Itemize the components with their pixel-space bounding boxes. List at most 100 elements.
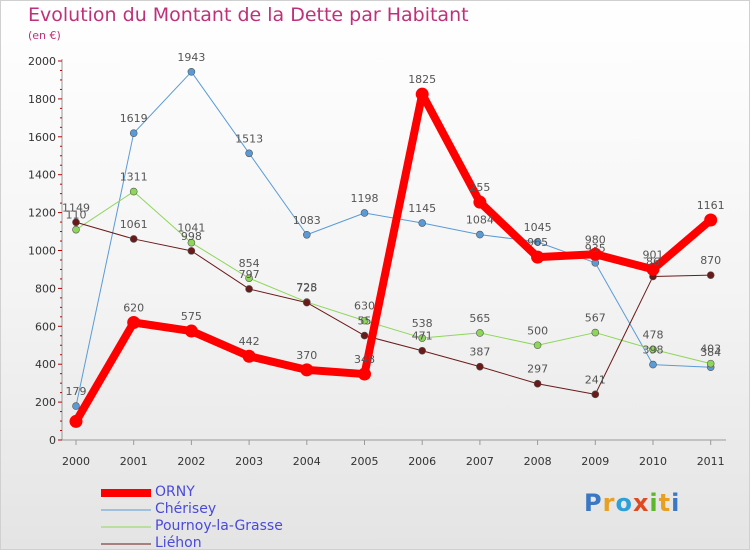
legend-label: ORNY <box>155 484 195 500</box>
data-point <box>473 195 487 209</box>
data-point <box>129 235 138 243</box>
data-point <box>300 363 314 377</box>
x-tick-label: 2004 <box>293 455 321 468</box>
data-point <box>476 329 484 337</box>
x-tick-label: 2011 <box>697 455 725 468</box>
data-label: 538 <box>412 317 433 330</box>
data-point <box>706 271 715 279</box>
data-label: 179 <box>66 385 87 398</box>
y-tick-label: 1600 <box>28 131 56 144</box>
data-point <box>184 324 198 338</box>
data-point <box>187 68 196 76</box>
data-label: 1198 <box>351 192 379 205</box>
data-label: 1145 <box>408 202 436 215</box>
data-point <box>646 262 660 276</box>
data-label: 1045 <box>524 221 552 234</box>
x-tick-label: 2001 <box>120 455 148 468</box>
data-label: 55 <box>358 315 372 328</box>
data-point <box>418 346 427 355</box>
legend-swatch <box>101 543 151 544</box>
data-label: 500 <box>527 324 548 337</box>
data-point <box>649 360 657 369</box>
data-label: 728 <box>296 281 317 294</box>
data-point <box>358 367 371 381</box>
logo-letter: x <box>632 489 650 517</box>
data-point <box>418 334 427 342</box>
data-label: 478 <box>643 328 664 341</box>
data-point <box>418 219 427 227</box>
data-label: 297 <box>527 363 548 376</box>
data-label: 630 <box>354 300 375 313</box>
data-label: 567 <box>585 312 606 325</box>
data-label: 86 <box>646 255 660 268</box>
logo-letter: i <box>671 489 681 517</box>
data-point <box>476 230 484 239</box>
data-point <box>704 213 718 227</box>
data-label: 1619 <box>120 112 148 125</box>
data-point <box>302 230 311 239</box>
data-label: 1061 <box>120 218 148 231</box>
data-label: 398 <box>643 344 664 357</box>
data-point <box>360 209 369 217</box>
x-tick-label: 2006 <box>408 455 436 468</box>
data-label: 565 <box>469 312 490 325</box>
data-label: 901 <box>643 248 664 261</box>
data-point <box>360 331 369 340</box>
data-point <box>533 341 542 350</box>
logo-letter: t <box>658 489 672 517</box>
legend-swatch <box>101 488 151 497</box>
data-point <box>245 274 253 282</box>
data-point <box>360 316 369 325</box>
x-tick-label: 2002 <box>177 455 205 468</box>
y-tick-label: 800 <box>35 282 56 295</box>
data-label: 725 <box>296 282 317 295</box>
data-label: 1825 <box>408 73 436 86</box>
data-label: 1084 <box>466 214 494 227</box>
data-label: 980 <box>585 233 606 246</box>
x-tick-label: 2010 <box>639 455 667 468</box>
legend-swatch <box>101 526 151 527</box>
data-point <box>588 247 602 261</box>
data-point <box>649 345 657 354</box>
data-point <box>72 402 80 410</box>
data-label: 370 <box>296 349 317 362</box>
logo-letter: o <box>615 489 633 517</box>
y-tick-label: 1400 <box>28 169 56 182</box>
data-point <box>531 250 545 264</box>
data-point <box>591 390 600 399</box>
y-tick-label: 1200 <box>28 207 56 220</box>
data-point <box>242 349 256 363</box>
proxiti-logo: Proxiti <box>584 489 680 517</box>
data-label: 1311 <box>120 171 148 184</box>
series-line-pournoy-la-grasse <box>75 191 712 365</box>
legend-label: Chérisey <box>155 501 217 517</box>
data-point <box>245 149 253 158</box>
data-point <box>302 298 311 307</box>
data-point <box>72 225 80 234</box>
data-label: 255 <box>469 181 490 194</box>
data-label: 348 <box>354 353 375 366</box>
data-point <box>72 218 80 227</box>
y-tick-label: 1000 <box>28 245 56 258</box>
series-line-orny <box>72 90 715 426</box>
data-label: 1161 <box>697 199 725 212</box>
data-point <box>127 316 141 330</box>
y-tick-label: 600 <box>35 320 56 333</box>
data-point <box>476 362 484 371</box>
data-point <box>533 238 542 246</box>
legend-label: Liéhon <box>155 535 202 551</box>
x-tick-label: 2005 <box>351 455 379 468</box>
data-label: 442 <box>239 335 260 348</box>
data-point <box>415 87 429 101</box>
x-tick-label: 2009 <box>581 455 609 468</box>
data-label: 1083 <box>293 214 321 227</box>
data-label: 797 <box>239 268 260 281</box>
data-label: 241 <box>585 373 606 386</box>
data-label: 998 <box>181 230 202 243</box>
series-line-li-hon <box>75 221 712 395</box>
y-tick-label: 200 <box>35 396 56 409</box>
data-point <box>591 328 600 337</box>
legend-swatch <box>101 509 151 510</box>
